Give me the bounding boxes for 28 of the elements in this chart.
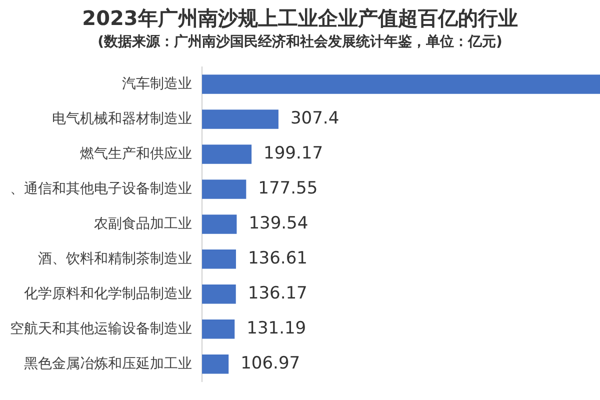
bar (202, 110, 278, 129)
bar (202, 74, 600, 94)
data-label: 307.4 (290, 108, 340, 129)
chart-title: 2023年广州南沙规上工业企业产值超百亿的行业 (82, 6, 518, 30)
data-label: 139.54 (248, 214, 308, 234)
y-tick-label: 农副食品加工业 (94, 216, 192, 232)
bar (202, 214, 237, 234)
y-tick-label: 燃气生产和供应业 (80, 146, 192, 162)
bar (202, 180, 246, 199)
data-label: 131.19 (246, 318, 306, 339)
bar (202, 250, 236, 269)
y-tick-label: 酒、饮料和精制茶制造业 (38, 250, 192, 267)
chart-subtitle: (数据来源：广州南沙国民经济和社会发展统计年鉴，单位：亿元) (98, 33, 502, 50)
y-tick-label: 黑色金属冶炼和压延加工业 (24, 356, 192, 372)
data-label: 177.55 (258, 178, 318, 199)
y-tick-label: 、通信和其他电子设备制造业 (10, 180, 192, 197)
bar (202, 320, 235, 339)
data-label: 136.17 (248, 284, 308, 304)
y-tick-label: 空航天和其他运输设备制造业 (10, 320, 192, 337)
bar (202, 354, 229, 374)
y-tick-label: 汽车制造业 (122, 76, 192, 92)
y-tick-label: 电气机械和器材制造业 (52, 110, 192, 127)
data-label: 136.61 (248, 248, 308, 269)
bar (202, 284, 236, 304)
y-tick-label: 化学原料和化学制品制造业 (24, 286, 192, 302)
data-label: 199.17 (264, 144, 324, 164)
bar (202, 144, 252, 164)
data-label: 106.97 (240, 354, 300, 374)
